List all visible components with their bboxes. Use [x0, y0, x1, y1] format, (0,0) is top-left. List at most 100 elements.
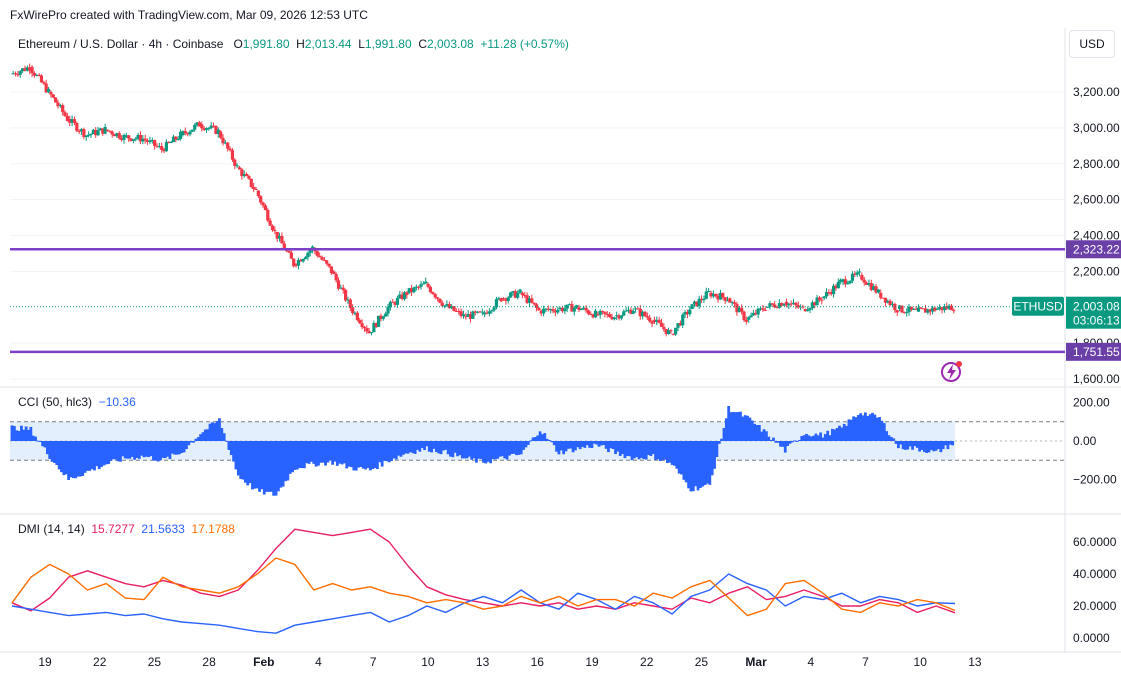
candle-body [386, 306, 390, 314]
candle-body [940, 307, 944, 311]
open-value: 1,991.80 [242, 37, 290, 51]
candle-body [275, 231, 279, 239]
candle-body [655, 319, 659, 322]
dmi-tick-label: 0.0000 [1073, 631, 1110, 645]
cci-bar [206, 429, 210, 441]
candle-body [42, 82, 46, 84]
candle-body [91, 129, 95, 134]
cci-bar [838, 425, 841, 441]
candle-body [346, 299, 350, 301]
candle-body [669, 330, 673, 332]
cci-bar [456, 441, 459, 457]
cci-bar [661, 441, 665, 461]
candle-body [183, 131, 187, 134]
cci-bar [922, 441, 926, 452]
candle-body [633, 308, 638, 310]
cci-bar [385, 441, 389, 462]
candle-body [806, 309, 810, 312]
candle-body [598, 310, 602, 315]
currency-button[interactable]: USD [1069, 30, 1115, 58]
candle-body [268, 220, 272, 226]
cci-bar [734, 412, 738, 441]
candle-body [108, 130, 112, 132]
cci-bar [500, 441, 504, 457]
cci-bar [295, 441, 299, 470]
candle-body [751, 312, 756, 316]
cci-bar [776, 441, 780, 443]
cci-bar [449, 441, 452, 457]
candle-body [641, 311, 645, 317]
candle-body [200, 124, 204, 129]
candle-body [768, 303, 772, 307]
cci-bar [941, 441, 945, 450]
dmi-legend[interactable]: DMI (14, 14) 15.7277 21.5633 17.1788 [18, 522, 235, 536]
candle-body [120, 138, 124, 140]
candle-body [619, 315, 624, 319]
cci-bar [163, 441, 167, 459]
cci-bar [592, 441, 596, 444]
close-value: 2,003.08 [426, 37, 474, 51]
candle-body [584, 307, 588, 311]
high-label: H [296, 37, 305, 51]
candle-body [775, 307, 779, 309]
candle-body [820, 299, 824, 301]
cci-bar [281, 441, 285, 487]
cci-bar [140, 441, 144, 456]
time-tick-label: 13 [476, 655, 490, 669]
cci-bar [746, 415, 749, 441]
cci-bar [366, 441, 370, 468]
candle-body [235, 165, 239, 167]
cci-bar [658, 441, 662, 462]
candle-body [610, 316, 614, 320]
cci-bar [213, 423, 217, 441]
cci-bar [475, 441, 478, 463]
candle-body [77, 130, 81, 132]
cci-bar [442, 441, 445, 451]
cci-bar [180, 441, 184, 454]
cci-bar [680, 441, 683, 475]
cci-bar [859, 413, 863, 441]
price-tick-label: 3,000.00 [1073, 121, 1120, 135]
time-tick-label: 4 [315, 655, 322, 669]
candle-body [343, 290, 348, 301]
candle-body [600, 310, 605, 312]
cci-bar [689, 441, 693, 492]
candle-body [464, 316, 468, 318]
cci-bar [486, 441, 490, 462]
cci-bar [411, 441, 415, 454]
cci-bar [321, 441, 325, 463]
price-tick-label: 1,600.00 [1073, 372, 1120, 386]
cci-bar [786, 441, 790, 447]
cci-bar [897, 441, 900, 449]
cci-bar [668, 441, 672, 463]
cci-bar [783, 441, 787, 453]
cci-bar [29, 426, 33, 441]
candle-body [54, 97, 58, 103]
cci-bar [635, 441, 639, 458]
price-tick-label: 2,200.00 [1073, 264, 1120, 278]
cci-bar [225, 440, 228, 442]
cci-bar [713, 441, 716, 469]
candle-body [556, 309, 560, 313]
candle-body [570, 304, 574, 312]
candle-body [358, 319, 362, 324]
candle-body [237, 167, 242, 170]
candle-body [202, 128, 206, 130]
candle-body [815, 297, 819, 306]
candle-body [794, 302, 798, 306]
candle-body [84, 135, 88, 138]
candle-body [919, 307, 923, 309]
cci-legend[interactable]: CCI (50, hlc3) −10.36 [18, 395, 136, 409]
candle-body [303, 257, 308, 260]
cci-bar [798, 439, 801, 441]
cci-bar [524, 441, 528, 448]
cci-bar [218, 418, 221, 441]
cci-bar [465, 441, 469, 459]
candle-body [445, 304, 449, 306]
candle-body [424, 281, 428, 284]
cci-bar [446, 441, 450, 455]
candle-body [426, 283, 430, 287]
candle-body [624, 310, 628, 312]
cci-bar [187, 441, 191, 446]
